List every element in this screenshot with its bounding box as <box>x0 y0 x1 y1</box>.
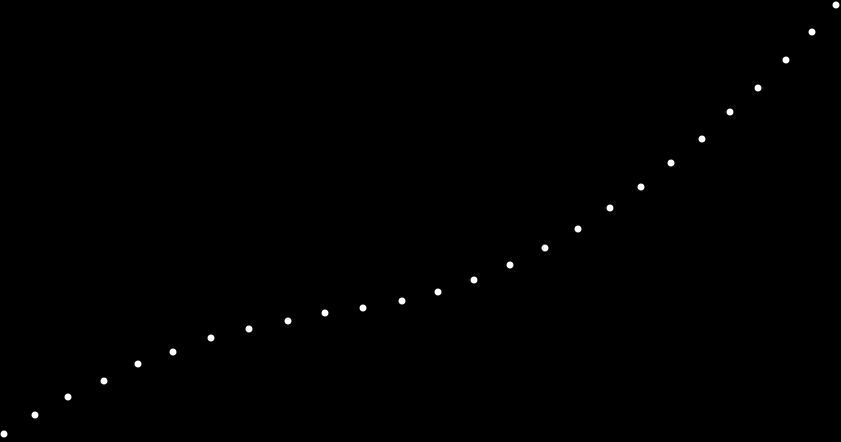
data-point <box>667 159 675 167</box>
data-point <box>134 360 142 368</box>
data-point <box>245 325 253 333</box>
data-point <box>637 183 645 191</box>
data-point <box>698 135 706 143</box>
data-point <box>169 348 177 356</box>
data-point <box>284 317 292 325</box>
data-point <box>754 84 762 92</box>
data-point <box>506 261 514 269</box>
data-point <box>606 204 614 212</box>
data-point <box>832 1 840 9</box>
data-point <box>207 334 215 342</box>
data-point <box>100 377 108 385</box>
data-point <box>0 430 8 438</box>
data-point <box>64 393 72 401</box>
data-point <box>434 288 442 296</box>
data-point <box>321 309 329 317</box>
data-point <box>31 411 39 419</box>
data-point <box>726 108 734 116</box>
data-point <box>574 225 582 233</box>
data-point <box>541 244 549 252</box>
data-point <box>398 297 406 305</box>
data-point <box>782 56 790 64</box>
data-point <box>470 276 478 284</box>
data-point <box>359 304 367 312</box>
data-point <box>808 28 816 36</box>
